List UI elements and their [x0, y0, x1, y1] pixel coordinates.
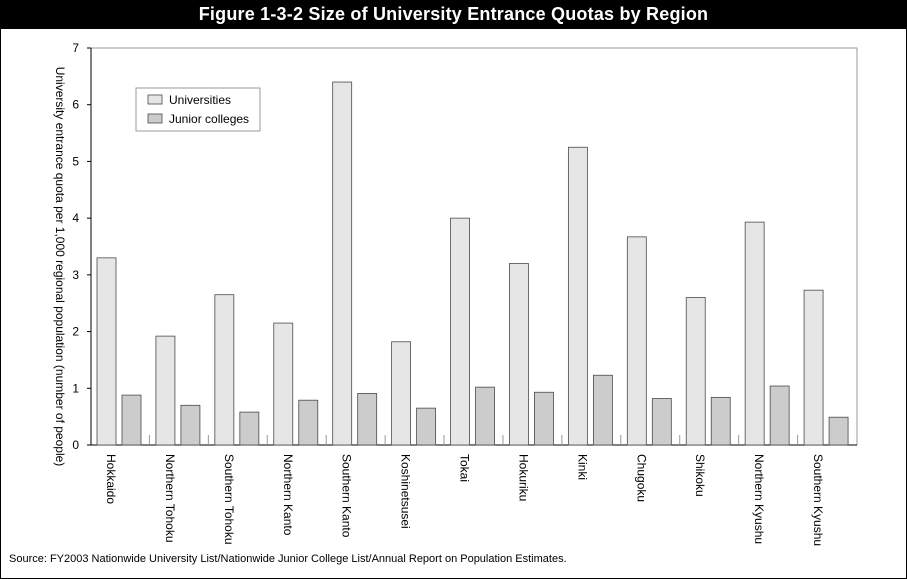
x-tick-label: Chugoku	[634, 454, 648, 502]
university-bar	[332, 81, 353, 446]
junior-college-bar	[121, 394, 142, 446]
x-tick-label: Southern Kanto	[340, 454, 354, 538]
y-tick-label: 7	[72, 41, 79, 55]
university-bar	[509, 263, 529, 446]
x-tick-label: Hokuriku	[516, 454, 530, 501]
y-tick-label: 4	[72, 211, 79, 225]
junior-college-bar	[769, 385, 790, 446]
x-tick-label: Northern Tohoku	[163, 454, 177, 543]
junior-college-bar	[592, 374, 613, 446]
university-bar	[685, 297, 706, 446]
source-note: Source: FY2003 Nationwide University Lis…	[9, 553, 567, 565]
junior-college-bar	[180, 404, 201, 446]
y-tick-label: 0	[72, 438, 79, 452]
y-tick-label: 5	[72, 154, 79, 168]
y-tick-label: 2	[72, 325, 79, 339]
legend-swatch	[147, 94, 163, 105]
university-bar	[450, 217, 470, 446]
figure-title: Figure 1-3-2 Size of University Entrance…	[198, 4, 709, 24]
junior-college-bar	[828, 416, 849, 446]
y-tick-label: 3	[72, 268, 79, 282]
university-bar	[273, 322, 294, 446]
y-tick-label: 6	[72, 98, 79, 112]
university-bar	[96, 257, 117, 446]
x-tick-label: Southern Tohoku	[222, 454, 236, 545]
junior-college-bar	[651, 398, 672, 446]
university-bar	[803, 289, 824, 446]
junior-college-bar	[710, 396, 731, 446]
x-tick-label: Northern Kanto	[281, 454, 295, 536]
x-tick-label: Koshinetsusei	[399, 454, 413, 529]
junior-college-bar	[239, 411, 260, 446]
junior-college-bar	[298, 399, 319, 446]
title-bar: Figure 1-3-2 Size of University Entrance…	[0, 0, 907, 29]
y-tick-label: 1	[72, 381, 79, 395]
legend-label: Junior colleges	[169, 112, 249, 126]
university-bar	[626, 236, 647, 446]
junior-college-bar	[534, 391, 554, 446]
x-tick-label: Hokkaido	[104, 454, 118, 504]
junior-college-bar	[475, 386, 495, 446]
university-bar	[567, 146, 588, 446]
y-axis-title: University entrance quota per 1,000 regi…	[53, 67, 67, 467]
x-tick-label: Tokai	[458, 454, 472, 482]
junior-college-bar	[357, 392, 378, 446]
x-tick-label: Northern Kyushu	[752, 454, 766, 544]
legend-swatch	[147, 113, 163, 124]
university-bar	[214, 294, 235, 446]
x-tick-label: Kinki	[575, 454, 589, 480]
university-bar	[155, 335, 176, 446]
legend-label: Universities	[169, 93, 231, 107]
university-bar	[744, 221, 765, 446]
x-tick-label: Southern Kyushu	[811, 454, 825, 546]
junior-college-bar	[416, 407, 437, 446]
x-tick-label: Shikoku	[693, 454, 707, 497]
university-bar	[391, 341, 412, 446]
